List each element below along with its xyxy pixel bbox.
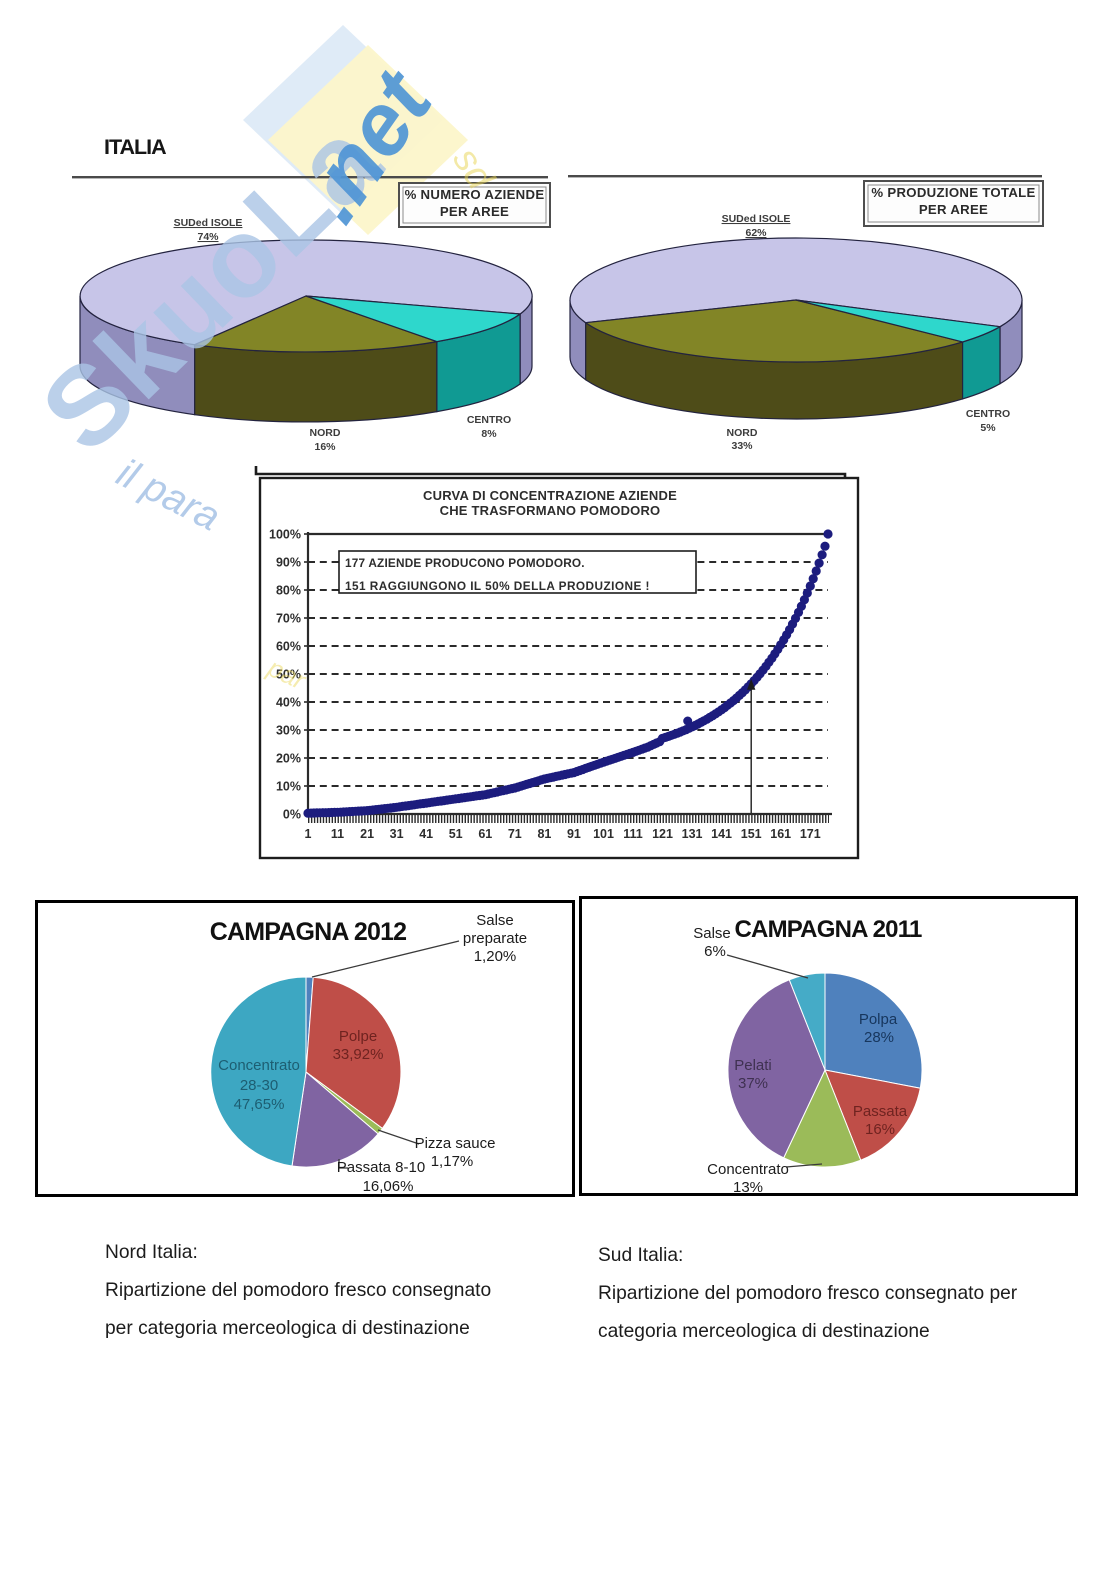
svg-text:37%: 37%: [738, 1075, 768, 1092]
svg-text:Pelati: Pelati: [734, 1057, 772, 1074]
svg-text:28%: 28%: [864, 1029, 894, 1046]
svg-text:CURVA DI CONCENTRAZIONE AZIEND: CURVA DI CONCENTRAZIONE AZIENDE: [423, 488, 677, 503]
svg-text:Passata 8-10: Passata 8-10: [337, 1159, 425, 1176]
svg-text:31: 31: [390, 827, 404, 841]
svg-text:20%: 20%: [276, 752, 301, 766]
svg-text:62%: 62%: [745, 227, 767, 239]
svg-text:Ripartizione del pomodoro fres: Ripartizione del pomodoro fresco consegn…: [598, 1283, 1018, 1304]
svg-text:5%: 5%: [980, 422, 996, 434]
svg-text:Polpe: Polpe: [339, 1028, 377, 1045]
svg-text:21: 21: [360, 827, 374, 841]
svg-text:81: 81: [537, 827, 551, 841]
svg-text:177 AZIENDE PRODUCONO POMODORO: 177 AZIENDE PRODUCONO POMODORO.: [345, 556, 585, 570]
svg-text:Ripartizione del pomodoro fres: Ripartizione del pomodoro fresco consegn…: [105, 1280, 491, 1301]
svg-text:161: 161: [770, 827, 791, 841]
svg-text:171: 171: [800, 827, 821, 841]
svg-text:Polpa: Polpa: [859, 1011, 898, 1028]
svg-text:Pizza sauce: Pizza sauce: [415, 1135, 496, 1152]
svg-text:91: 91: [567, 827, 581, 841]
svg-text:Concentrato: Concentrato: [707, 1161, 789, 1178]
svg-text:11: 11: [331, 827, 344, 841]
svg-text:151: 151: [741, 827, 762, 841]
svg-text:8%: 8%: [481, 428, 497, 440]
svg-text:1,20%: 1,20%: [474, 948, 517, 965]
svg-text:Salse: Salse: [476, 912, 514, 929]
svg-text:NORD: NORD: [310, 427, 341, 439]
svg-text:SUDed ISOLE: SUDed ISOLE: [174, 217, 243, 229]
svg-text:CHE TRASFORMANO POMODORO: CHE TRASFORMANO POMODORO: [440, 503, 661, 518]
svg-text:categoria merceologica di dest: categoria merceologica di destinazione: [598, 1321, 930, 1342]
svg-text:6%: 6%: [704, 943, 726, 960]
svg-text:preparate: preparate: [463, 930, 527, 947]
svg-text:1: 1: [305, 827, 312, 841]
svg-text:80%: 80%: [276, 584, 301, 598]
svg-text:41: 41: [419, 827, 433, 841]
svg-text:CENTRO: CENTRO: [467, 414, 511, 426]
svg-text:PER AREE: PER AREE: [919, 202, 988, 217]
svg-text:% NUMERO AZIENDE: % NUMERO AZIENDE: [405, 187, 545, 202]
svg-text:PER AREE: PER AREE: [440, 204, 509, 219]
svg-text:33%: 33%: [731, 440, 753, 452]
svg-text:16%: 16%: [314, 441, 336, 453]
svg-text:CENTRO: CENTRO: [966, 408, 1010, 420]
svg-text:61: 61: [478, 827, 492, 841]
svg-text:51: 51: [449, 827, 463, 841]
svg-text:121: 121: [652, 827, 673, 841]
svg-text:Passata: Passata: [853, 1103, 908, 1120]
svg-text:13%: 13%: [733, 1179, 763, 1196]
svg-text:30%: 30%: [276, 724, 301, 738]
svg-text:50%: 50%: [276, 668, 301, 682]
svg-text:ITALIA: ITALIA: [104, 135, 166, 159]
svg-text:28-30: 28-30: [240, 1077, 278, 1094]
svg-text:NORD: NORD: [727, 427, 758, 439]
svg-text:% PRODUZIONE TOTALE: % PRODUZIONE TOTALE: [871, 185, 1035, 200]
svg-text:Sud Italia:: Sud Italia:: [598, 1245, 683, 1266]
svg-text:90%: 90%: [276, 556, 301, 570]
svg-text:0%: 0%: [283, 808, 301, 822]
svg-text:47,65%: 47,65%: [234, 1096, 285, 1113]
svg-text:10%: 10%: [276, 780, 301, 794]
svg-text:100%: 100%: [269, 528, 301, 542]
svg-text:SUDed ISOLE: SUDed ISOLE: [722, 213, 791, 225]
svg-text:16,06%: 16,06%: [363, 1178, 414, 1195]
svg-text:74%: 74%: [197, 231, 219, 243]
svg-text:Salse: Salse: [693, 925, 731, 942]
svg-text:141: 141: [711, 827, 732, 841]
svg-text:CAMPAGNA 2012: CAMPAGNA 2012: [210, 918, 407, 946]
svg-text:per categoria merceologica di: per categoria merceologica di destinazio…: [105, 1318, 470, 1339]
svg-text:16%: 16%: [865, 1121, 895, 1138]
svg-text:70%: 70%: [276, 612, 301, 626]
svg-text:71: 71: [508, 827, 522, 841]
svg-text:60%: 60%: [276, 640, 301, 654]
svg-text:40%: 40%: [276, 696, 301, 710]
svg-text:101: 101: [593, 827, 614, 841]
svg-text:33,92%: 33,92%: [333, 1046, 384, 1063]
svg-text:CAMPAGNA 2011: CAMPAGNA 2011: [735, 916, 922, 943]
svg-text:1,17%: 1,17%: [431, 1153, 474, 1170]
svg-text:Nord Italia:: Nord Italia:: [105, 1242, 198, 1263]
svg-text:151 RAGGIUNGONO IL 50% DELLA P: 151 RAGGIUNGONO IL 50% DELLA PRODUZIONE …: [345, 579, 650, 593]
svg-text:Concentrato: Concentrato: [218, 1057, 300, 1074]
svg-text:111: 111: [623, 827, 643, 841]
svg-text:131: 131: [682, 827, 703, 841]
